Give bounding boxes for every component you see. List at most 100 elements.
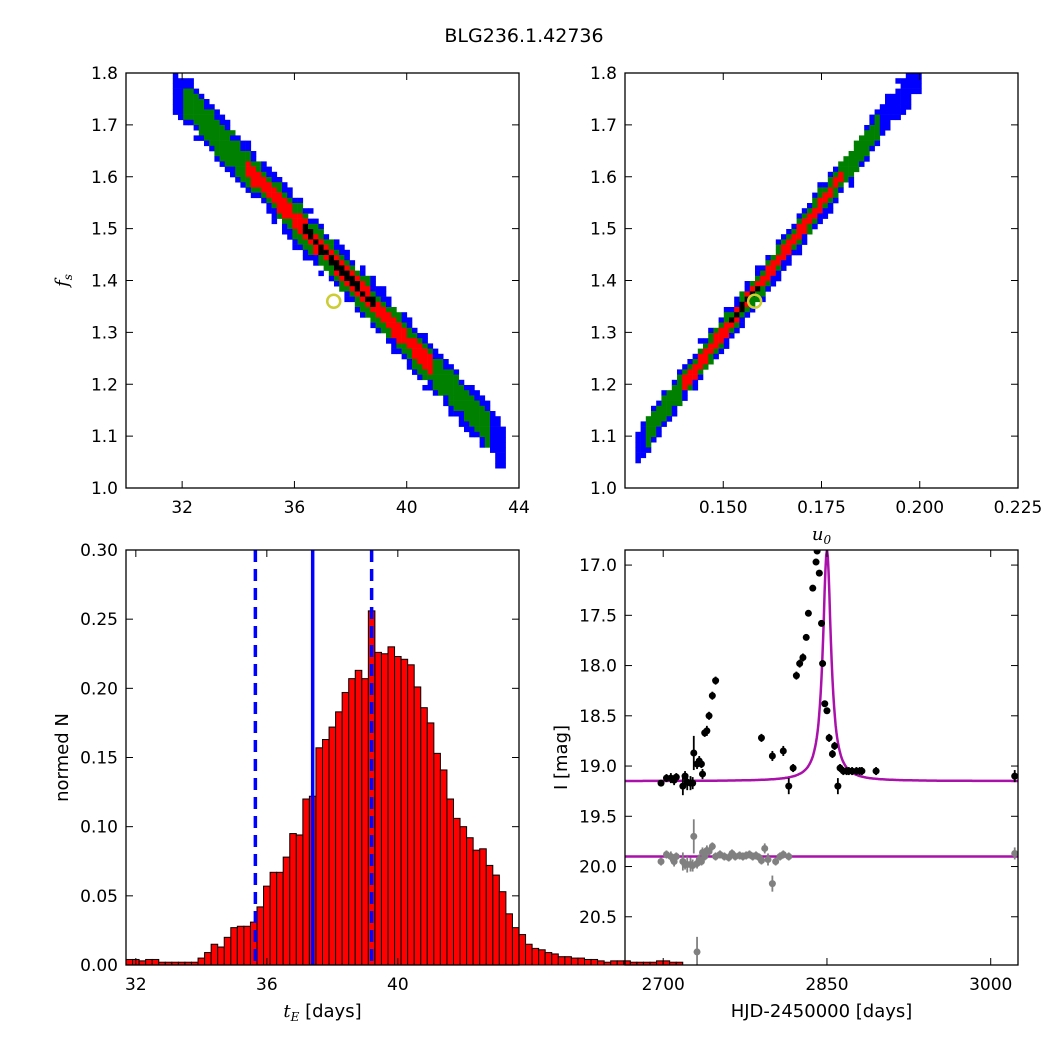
heatmap-cell [219, 135, 226, 141]
heatmap-cell [370, 317, 376, 323]
heatmap-cell [380, 327, 387, 334]
heatmap-cell [729, 307, 735, 313]
heatmap-cell [916, 88, 922, 95]
heatmap-cell [438, 359, 444, 365]
heatmap-cell [723, 317, 730, 323]
heatmap-cell [765, 286, 771, 292]
heatmap-cell [276, 192, 283, 199]
heatmap-cell [443, 379, 449, 386]
heatmap-cell [219, 151, 226, 157]
heatmap-cell [822, 213, 829, 219]
heatmap-cell [900, 109, 907, 115]
heatmap-cell [645, 426, 652, 433]
heatmap-cell [214, 109, 220, 115]
heatmap-cell [843, 177, 849, 183]
heatmap-cell [833, 182, 839, 188]
heatmap-cell [677, 379, 683, 386]
heatmap-cell [765, 281, 771, 287]
histogram-bar [590, 958, 599, 966]
heatmap-cell [354, 281, 361, 287]
heatmap-cell [853, 161, 860, 167]
heatmap-cell [386, 327, 392, 334]
heatmap-cell [817, 208, 823, 214]
heatmap-cell [360, 275, 366, 282]
heatmap-cell [848, 171, 855, 178]
heatmap-cell [224, 125, 231, 131]
heatmap-cell [495, 447, 501, 453]
heatmap-cell [801, 229, 808, 235]
heatmap-cell [412, 359, 418, 365]
heatmap-cell [360, 301, 366, 308]
heatmap-cell [386, 301, 392, 308]
heatmap-cell [490, 411, 496, 417]
heatmap-cell [365, 275, 371, 282]
heatmap-cell [869, 125, 875, 131]
heatmap-cell [240, 177, 246, 183]
heatmap-cell [703, 353, 709, 360]
heatmap-cell [349, 286, 356, 292]
heatmap-cell [271, 203, 278, 209]
heatmap-cell [204, 104, 210, 110]
heatmap-cell [775, 270, 782, 277]
heatmap-cell [900, 78, 907, 84]
heatmap-cell [479, 400, 486, 407]
heatmap-cell [734, 307, 740, 313]
heatmap-cell [760, 281, 766, 287]
heatmap-cell [490, 437, 496, 443]
heatmap-cell [791, 223, 797, 230]
heatmap-cell [313, 229, 319, 235]
heatmap-cell [848, 182, 855, 188]
heatmap-cell [775, 239, 782, 245]
histogram-bar [230, 927, 238, 966]
heatmap-cell [391, 322, 397, 329]
heatmap-cell [183, 109, 189, 115]
heatmap-cell [250, 161, 257, 167]
heatmap-cell [869, 119, 875, 126]
heatmap-cell [739, 296, 745, 303]
heatmap-cell [271, 218, 278, 225]
heatmap-cell [666, 405, 673, 412]
heatmap-cell [224, 156, 231, 162]
heatmap-cell [261, 182, 267, 188]
heatmap-cell [209, 104, 215, 110]
heatmap-cell [308, 208, 314, 214]
heatmap-cell [375, 286, 382, 292]
heatmap-cell [354, 307, 361, 313]
heatmap-cell [770, 281, 777, 287]
heatmap-cell [219, 125, 226, 131]
heatmap-cell [261, 187, 267, 193]
heatmap-cell [396, 322, 402, 329]
heatmap-cell [911, 78, 917, 84]
heatmap-cell [339, 270, 345, 277]
data-point [809, 584, 817, 592]
heatmap-cell [833, 171, 839, 178]
heatmap-cell [838, 182, 844, 188]
heatmap-cell [490, 416, 496, 422]
heatmap-cell [656, 421, 662, 427]
heatmap-cell [224, 119, 231, 126]
heatmap-cell [188, 78, 194, 84]
heatmap-cell [879, 130, 886, 136]
heatmap-cell [682, 379, 688, 386]
heatmap-cell [718, 327, 725, 334]
data-point [699, 770, 707, 778]
heatmap-cell [401, 343, 408, 349]
heatmap-cell [339, 255, 345, 261]
heatmap-cell [900, 88, 907, 95]
heatmap-cell [401, 327, 408, 334]
heatmap-cell [323, 255, 330, 261]
heatmap-cell [214, 135, 220, 141]
heatmap-cell [677, 369, 683, 375]
heatmap-cell [827, 203, 834, 209]
heatmap-cell [864, 135, 870, 141]
heatmap-cell [250, 192, 257, 199]
heatmap-cell [484, 442, 491, 448]
heatmap-cell [323, 244, 330, 251]
heatmap-cell [661, 405, 667, 412]
data-point [858, 767, 866, 775]
heatmap-cell [708, 348, 714, 355]
heatmap-cell [687, 374, 693, 381]
heatmap-cell [328, 239, 335, 245]
heatmap-cell [755, 286, 761, 292]
heatmap-cell [770, 270, 777, 277]
